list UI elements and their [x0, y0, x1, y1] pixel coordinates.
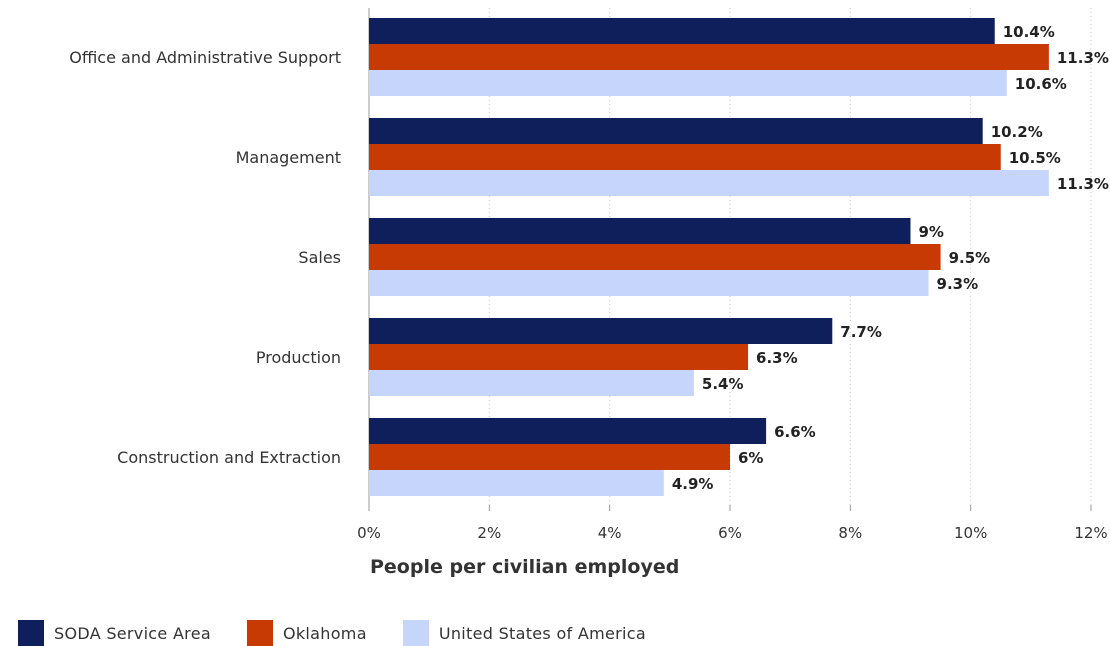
bar	[369, 418, 767, 444]
bar	[369, 270, 929, 296]
data-label: 6.3%	[756, 349, 798, 367]
bar-chart: 0% 2% 4% 6% 8% 10% 12% Office and Administrativ…	[69, 8, 1109, 578]
bar	[369, 170, 1049, 196]
category-label: Sales	[298, 248, 341, 267]
data-label: 9%	[919, 223, 944, 241]
data-label: 10.2%	[991, 123, 1043, 141]
data-label: 9.3%	[937, 275, 979, 293]
bar	[369, 244, 941, 270]
x-tick-label: 12%	[1074, 524, 1107, 542]
x-tick-label: 4%	[598, 524, 622, 542]
data-label: 10.4%	[1003, 23, 1055, 41]
bar	[369, 444, 730, 470]
legend-item[interactable]: United States of America	[402, 620, 646, 646]
bar	[369, 470, 664, 496]
data-label: 10.5%	[1009, 149, 1061, 167]
legend: SODA Service Area Oklahoma United States o…	[18, 620, 682, 646]
bar	[369, 44, 1049, 70]
legend-item[interactable]: SODA Service Area	[18, 620, 211, 646]
bar	[369, 370, 694, 396]
x-axis-label: People per civilian employed	[370, 556, 679, 578]
bar	[369, 318, 833, 344]
data-label: 6.6%	[774, 423, 816, 441]
bar	[369, 218, 911, 244]
x-tick-label: 8%	[838, 524, 862, 542]
legend-swatch	[246, 620, 273, 646]
bar	[369, 344, 749, 370]
bar	[369, 18, 995, 44]
x-tick-label: 10%	[954, 524, 987, 542]
x-tick-label: 0%	[357, 524, 381, 542]
legend-label: Oklahoma	[282, 623, 367, 643]
bar	[369, 144, 1001, 170]
data-label: 4.9%	[672, 475, 714, 493]
legend-item[interactable]: Oklahoma	[246, 620, 367, 646]
x-tick-label: 6%	[718, 524, 742, 542]
data-label: 7.7%	[840, 323, 882, 341]
data-label: 11.3%	[1057, 49, 1109, 67]
data-label: 6%	[738, 449, 763, 467]
category-label: Construction and Extraction	[117, 448, 341, 467]
category-label: Production	[256, 348, 341, 367]
bar	[369, 70, 1007, 96]
legend-label: SODA Service Area	[54, 623, 211, 643]
legend-label: United States of America	[438, 623, 646, 643]
data-label: 5.4%	[702, 375, 744, 393]
x-tick-label: 2%	[477, 524, 501, 542]
legend-swatch	[18, 620, 44, 646]
category-label: Management	[236, 148, 341, 167]
data-label: 10.6%	[1015, 75, 1067, 93]
bar	[369, 118, 983, 144]
legend-swatch	[402, 620, 429, 646]
data-label: 9.5%	[949, 249, 991, 267]
data-label: 11.3%	[1057, 175, 1109, 193]
category-label: Office and Administrative Support	[69, 48, 341, 67]
